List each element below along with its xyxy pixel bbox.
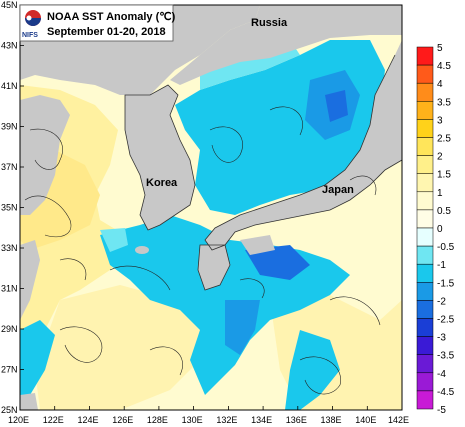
lat-label: 43N <box>1 41 18 51</box>
colorbar-label: -2 <box>437 296 446 307</box>
lon-label: 134E <box>251 415 272 425</box>
map-subtitle: September 01-20, 2018 <box>47 26 166 38</box>
colorbar-label: -3 <box>437 333 446 344</box>
colorbar-label: -1 <box>437 260 446 271</box>
title-box-bg <box>19 4 174 42</box>
land-korea <box>125 85 195 230</box>
colorbar-label: 0 <box>437 224 443 235</box>
colorbar-swatch <box>416 64 434 84</box>
colorbar-swatch <box>416 209 434 229</box>
colorbar-swatch <box>416 191 434 211</box>
nifs-logo-icon <box>25 10 41 26</box>
lon-label: 124E <box>78 415 99 425</box>
map-title: NOAA SST Anomaly (℃) <box>47 11 176 23</box>
lat-label: 35N <box>1 203 18 213</box>
land-china-coast-south <box>20 240 40 320</box>
colorbar-swatch <box>416 173 434 193</box>
lon-label: 140E <box>355 415 376 425</box>
colorbar-label: -0.5 <box>437 242 455 253</box>
lat-label: 45N <box>1 0 18 10</box>
colorbar-swatch <box>416 101 434 120</box>
colorbar-label: 1.5 <box>437 170 451 181</box>
lat-label: 29N <box>1 324 18 334</box>
label-russia: Russia <box>251 17 288 29</box>
deep-cold-japan-2 <box>325 90 348 122</box>
colorbar-swatch <box>416 282 434 301</box>
colorbar-label: -2.5 <box>437 315 455 326</box>
colorbar-swatch <box>416 263 434 283</box>
lon-label: 128E <box>147 415 168 425</box>
colorbar-label: -3.5 <box>437 351 455 362</box>
land-shikoku <box>240 235 275 255</box>
colorbar-swatch <box>416 227 434 247</box>
warm-sea-eastchina <box>35 285 210 410</box>
lon-label: 142E <box>388 415 409 425</box>
lon-label: 120E <box>8 415 29 425</box>
colorbar: 5 4.5 4 3.5 3 2.5 2 1.5 1 0.5 0 -0.5 -1 -1.5 -2 -2.5 -3 -… <box>416 43 455 416</box>
coastlines <box>124 54 403 291</box>
colorbar-label: 2 <box>437 152 443 163</box>
cold-sea-west-edge <box>20 320 55 400</box>
title-box: NIFS NOAA SST Anomaly (℃) September 01-2… <box>19 4 176 42</box>
cold-sea-pacific <box>225 300 260 355</box>
lon-labels: 120E 122E 124E 126E 128E 130E 132E 134E … <box>8 415 409 425</box>
colorbar-swatch <box>416 119 434 138</box>
colorbar-label: 4.5 <box>437 61 451 72</box>
lat-label: 27N <box>1 365 18 375</box>
cold-sea-bohai <box>100 228 128 252</box>
lon-label: 132E <box>216 415 237 425</box>
colorbar-label: -4 <box>437 369 446 380</box>
lon-label: 126E <box>112 415 133 425</box>
lon-label: 122E <box>43 415 64 425</box>
label-japan: Japan <box>322 184 354 196</box>
colorbar-label: 4 <box>437 79 443 90</box>
lat-labels: 45N 43N 41N 39N 37N 35N 33N 31N 29N 27N … <box>1 0 18 415</box>
colorbar-label: 1 <box>437 188 443 199</box>
lat-label: 31N <box>1 284 18 294</box>
lon-label: 138E <box>321 415 342 425</box>
label-korea: Korea <box>146 177 178 189</box>
colorbar-swatch <box>416 155 434 174</box>
org-label: NIFS <box>22 32 38 39</box>
land-china-east <box>20 95 70 215</box>
colorbar-swatch <box>416 354 434 374</box>
cold-sea-far-south <box>285 330 340 410</box>
deep-cold-strait <box>245 245 310 280</box>
land-jeju <box>135 246 149 254</box>
lat-label: 33N <box>1 243 18 253</box>
colorbar-swatch <box>416 46 434 66</box>
colorbar-swatch <box>416 82 434 102</box>
colorbar-label: 5 <box>437 43 443 54</box>
lon-ticks <box>19 406 403 410</box>
lat-label: 25N <box>1 405 18 415</box>
colorbar-swatch <box>416 137 434 156</box>
colorbar-swatch <box>416 372 434 392</box>
land-kyushu <box>198 245 230 290</box>
colorbar-swatch <box>416 245 434 265</box>
lat-label: 39N <box>1 122 18 132</box>
colorbar-label: -1.5 <box>437 278 455 289</box>
colorbar-label: -5 <box>437 405 446 416</box>
colorbar-label: 2.5 <box>437 134 451 145</box>
colorbar-label: 3.5 <box>437 97 451 108</box>
colorbar-swatch <box>416 336 434 355</box>
ocean-layers <box>20 40 402 410</box>
colorbar-swatch <box>416 300 434 319</box>
colorbar-label: 0.5 <box>437 206 451 217</box>
land-russia <box>170 5 402 85</box>
lon-label: 136E <box>286 415 307 425</box>
land-taiwan <box>20 393 38 410</box>
colorbar-swatch <box>416 318 434 337</box>
colorbar-swatch <box>416 390 434 410</box>
lon-label: 130E <box>182 415 203 425</box>
colorbar-label: 3 <box>437 115 443 126</box>
colorbar-label: -4.5 <box>437 387 455 398</box>
lat-ticks <box>20 4 24 411</box>
lat-label: 41N <box>1 81 18 91</box>
lat-label: 37N <box>1 162 18 172</box>
